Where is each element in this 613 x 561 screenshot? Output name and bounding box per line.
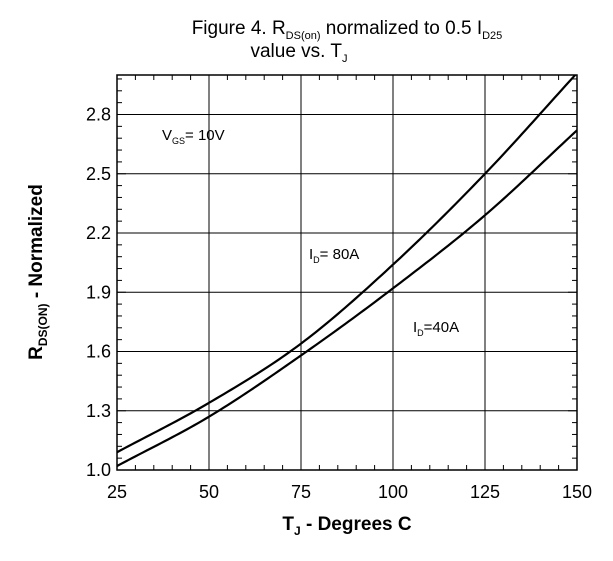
- series-line-id-40a: [117, 129, 577, 468]
- x-tick-label: 125: [470, 482, 500, 502]
- chart-title-line2: value vs. TJ: [250, 41, 347, 65]
- x-tick-label: 100: [378, 482, 408, 502]
- y-tick-label: 1.0: [86, 460, 111, 480]
- x-tick-label: 75: [291, 482, 311, 502]
- x-tick-label: 25: [107, 482, 127, 502]
- y-tick-label: 2.8: [86, 105, 111, 125]
- x-tick-labels: 25 50 75 100 125 150: [107, 482, 592, 502]
- annotation-vgs: VGS= 10V: [162, 127, 225, 146]
- series-line-id-80a: [117, 75, 577, 454]
- x-tick-label: 50: [199, 482, 219, 502]
- annotation-id-40a: ID=40A: [413, 319, 459, 338]
- annotation-id-80a: ID= 80A: [309, 246, 359, 265]
- y-tick-label: 2.5: [86, 164, 111, 184]
- y-tick-labels: 1.0 1.3 1.6 1.9 2.2 2.5 2.8: [86, 105, 111, 481]
- series-group: [117, 75, 577, 468]
- x-tick-label: 150: [562, 482, 592, 502]
- y-tick-label: 1.3: [86, 401, 111, 421]
- grid: [117, 75, 577, 470]
- y-tick-label: 1.6: [86, 342, 111, 362]
- chart-title-line1: Figure 4. RDS(on) normalized to 0.5 ID25: [192, 18, 503, 42]
- plot-frame: [116, 74, 578, 471]
- y-tick-label: 1.9: [86, 282, 111, 302]
- y-tick-label: 2.2: [86, 223, 111, 243]
- y-axis-title: RDS(ON) - Normalized: [26, 184, 50, 360]
- x-axis-title: TJ - Degrees C: [282, 514, 411, 538]
